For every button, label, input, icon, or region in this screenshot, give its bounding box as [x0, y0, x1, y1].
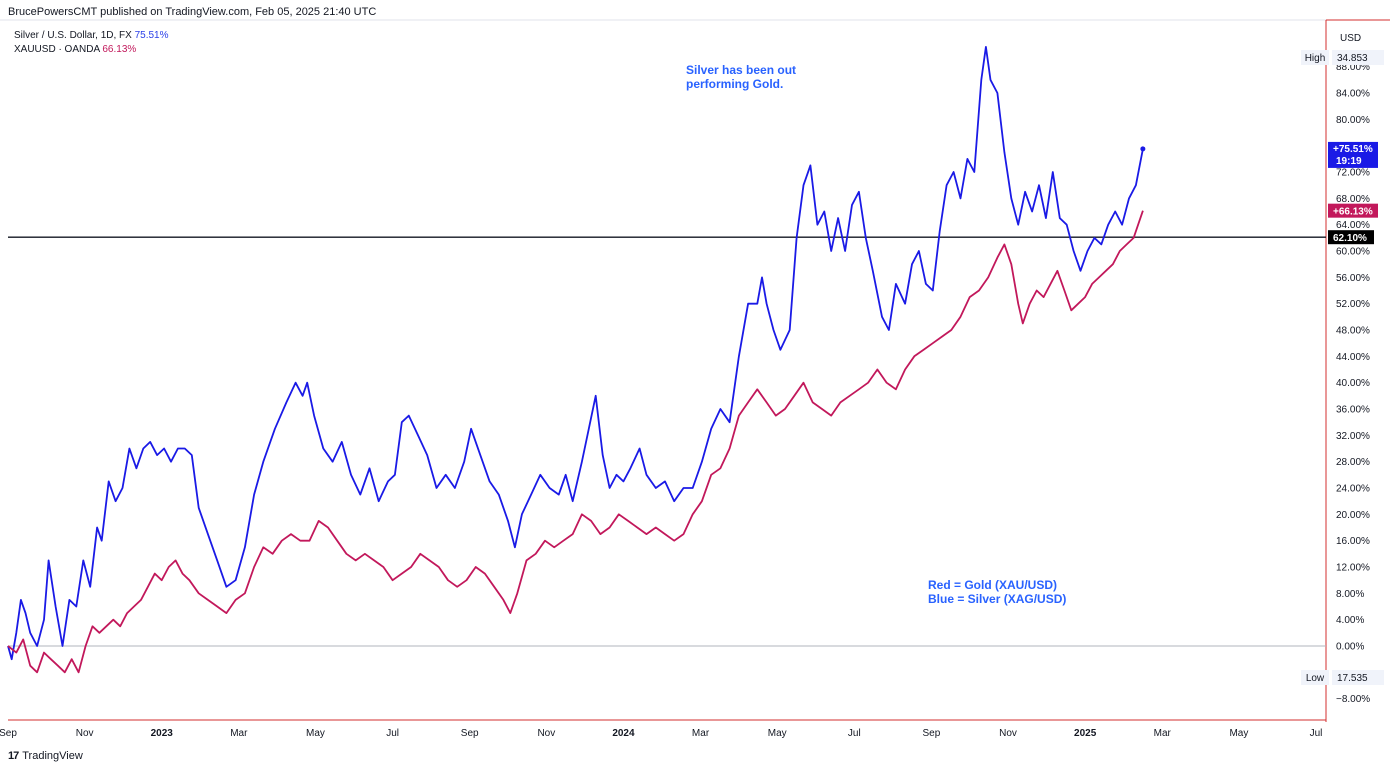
- y-tick-label: −8.00%: [1336, 694, 1370, 705]
- y-tick-label: 68.00%: [1336, 194, 1370, 205]
- y-tick-label: 44.00%: [1336, 352, 1370, 363]
- legend-silver-value: 75.51%: [134, 30, 169, 41]
- silver-series-line: [7, 46, 1144, 661]
- y-tick-label: 12.00%: [1336, 563, 1370, 574]
- legend-silver[interactable]: Silver / U.S. Dollar, 1D, FX 75.51%: [14, 29, 169, 43]
- y-tick-label: 8.00%: [1336, 589, 1364, 600]
- legend: Silver / U.S. Dollar, 1D, FX 75.51% XAUU…: [14, 29, 169, 57]
- silver-last-tag-label: +75.51%: [1333, 144, 1373, 155]
- x-tick-label: Sep: [923, 728, 941, 739]
- x-tick-label: Nov: [537, 728, 555, 739]
- y-tick-label: 0.00%: [1336, 642, 1364, 653]
- annotation-line-1: Silver has been out: [686, 63, 797, 77]
- y-tick-label: 20.00%: [1336, 510, 1370, 521]
- annotation-key-gold: Red = Gold (XAU/USD): [928, 578, 1058, 592]
- y-tick-label: 60.00%: [1336, 247, 1370, 258]
- y-tick-label: 48.00%: [1336, 326, 1370, 337]
- x-tick-label: Nov: [76, 728, 94, 739]
- y-tick-label: 4.00%: [1336, 615, 1364, 626]
- currency-label: USD: [1340, 33, 1361, 44]
- y-tick-label: 32.00%: [1336, 431, 1370, 442]
- silver-last-tag-time: 19:19: [1336, 156, 1362, 167]
- high-tag-bg: [1301, 50, 1329, 65]
- legend-gold-value: 66.13%: [102, 44, 137, 55]
- low-value-bg: [1332, 670, 1384, 685]
- high-value-bg: [1332, 50, 1384, 65]
- annotation-color-key: Red = Gold (XAU/USD) Blue = Silver (XAG/…: [928, 578, 1066, 606]
- low-value: 17.535: [1337, 673, 1368, 684]
- high-value: 34.853: [1337, 53, 1368, 64]
- x-tick-label: Jul: [386, 728, 399, 739]
- y-tick-label: 72.00%: [1336, 168, 1370, 179]
- footer-brand-text: TradingView: [22, 750, 83, 762]
- footer-brand[interactable]: 17 TradingView: [8, 750, 83, 762]
- y-tick-label: 84.00%: [1336, 89, 1370, 100]
- x-tick-label: May: [1229, 728, 1248, 739]
- x-tick-label: May: [768, 728, 787, 739]
- low-tag-label: Low: [1306, 673, 1325, 684]
- high-tag-label: High: [1305, 53, 1326, 64]
- y-tick-label: 16.00%: [1336, 536, 1370, 547]
- x-tick-label: Mar: [692, 728, 710, 739]
- y-tick-label: 80.00%: [1336, 115, 1370, 126]
- y-tick-label: 36.00%: [1336, 405, 1370, 416]
- annotation-line-2: performing Gold.: [686, 77, 784, 91]
- tradingview-logo-icon: 17: [8, 750, 19, 762]
- x-tick-label: Mar: [1154, 728, 1172, 739]
- x-tick-label: Nov: [999, 728, 1017, 739]
- annotation-key-silver: Blue = Silver (XAG/USD): [928, 592, 1067, 606]
- gold-last-tag-label: +66.13%: [1333, 207, 1373, 218]
- gold-series-line: [7, 210, 1144, 674]
- y-tick-label: 88.00%: [1336, 62, 1370, 73]
- silver-last-tag: [1328, 141, 1378, 168]
- x-tick-label: 2024: [612, 728, 635, 739]
- x-tick-label: Jul: [848, 728, 861, 739]
- y-tick-label: 28.00%: [1336, 457, 1370, 468]
- y-tick-label: 64.00%: [1336, 220, 1370, 231]
- annotation-silver-outperform: Silver has been out performing Gold.: [686, 63, 796, 91]
- level-tag: [1328, 230, 1374, 245]
- x-tick-label: Jul: [1310, 728, 1323, 739]
- x-tick-label: 2025: [1074, 728, 1097, 739]
- y-tick-label: 40.00%: [1336, 378, 1370, 389]
- gold-last-tag: [1328, 203, 1378, 218]
- x-tick-label: May: [306, 728, 325, 739]
- x-tick-label: Sep: [0, 728, 17, 739]
- x-tick-label: Sep: [461, 728, 479, 739]
- y-tick-label: 56.00%: [1336, 273, 1370, 284]
- low-tag-bg: [1301, 670, 1329, 685]
- silver-last-point: [1140, 146, 1146, 152]
- legend-gold[interactable]: XAUUSD · OANDA 66.13%: [14, 43, 169, 57]
- legend-silver-label: Silver / U.S. Dollar, 1D, FX: [14, 30, 132, 41]
- x-tick-label: 2023: [151, 728, 174, 739]
- published-header: BrucePowersCMT published on TradingView.…: [8, 6, 377, 18]
- legend-gold-label: XAUUSD · OANDA: [14, 44, 100, 55]
- y-tick-label: 52.00%: [1336, 299, 1370, 310]
- level-tag-label: 62.10%: [1333, 233, 1367, 244]
- x-tick-label: Mar: [230, 728, 248, 739]
- y-tick-label: 24.00%: [1336, 484, 1370, 495]
